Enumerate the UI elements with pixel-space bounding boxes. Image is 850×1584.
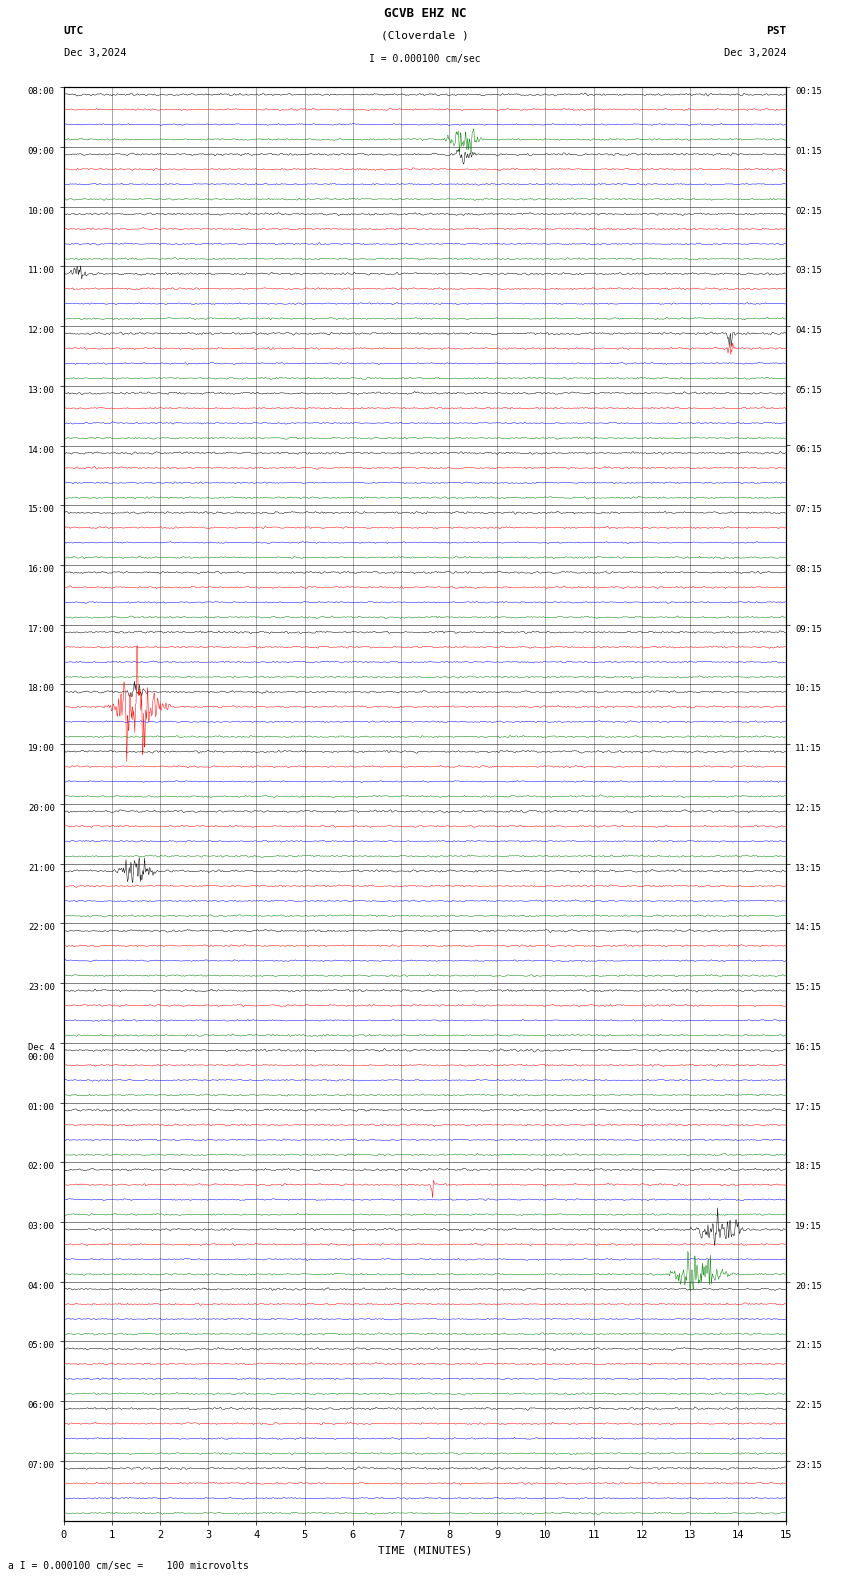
Text: I = 0.000100 cm/sec: I = 0.000100 cm/sec bbox=[369, 54, 481, 63]
Text: Dec 3,2024: Dec 3,2024 bbox=[723, 48, 786, 59]
Text: UTC: UTC bbox=[64, 25, 84, 36]
Text: a I = 0.000100 cm/sec =    100 microvolts: a I = 0.000100 cm/sec = 100 microvolts bbox=[8, 1562, 249, 1571]
Text: (Cloverdale ): (Cloverdale ) bbox=[381, 30, 469, 41]
X-axis label: TIME (MINUTES): TIME (MINUTES) bbox=[377, 1546, 473, 1555]
Text: PST: PST bbox=[766, 25, 786, 36]
Text: GCVB EHZ NC: GCVB EHZ NC bbox=[383, 6, 467, 21]
Text: Dec 3,2024: Dec 3,2024 bbox=[64, 48, 127, 59]
